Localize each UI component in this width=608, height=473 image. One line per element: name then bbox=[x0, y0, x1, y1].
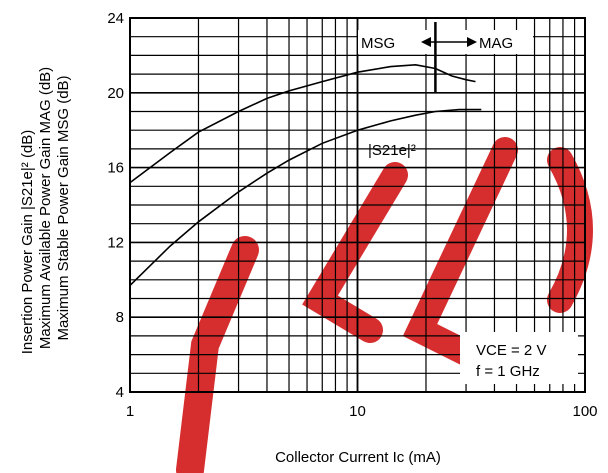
y-axis-label-line-1: Insertion Power Gain |S21e|² (dB) bbox=[19, 130, 36, 355]
arrow-left-head bbox=[421, 37, 431, 47]
y-tick-label: 24 bbox=[107, 10, 124, 27]
watermark-stroke bbox=[547, 147, 593, 313]
x-axis-label: Collector Current Ic (mA) bbox=[275, 449, 441, 466]
y-axis-label-line-2: Maximum Available Power Gain MAG (dB) bbox=[37, 67, 54, 349]
s21-label: |S21e|² bbox=[368, 142, 416, 159]
conditions-box bbox=[460, 332, 578, 384]
plot-frame bbox=[129, 17, 586, 393]
tick-labels: 4 8 12 16 20 24 1 10 100 bbox=[107, 10, 597, 420]
x-tick-label: 1 bbox=[126, 403, 134, 420]
y-tick-label: 8 bbox=[116, 309, 124, 326]
series-group bbox=[129, 63, 482, 286]
y-tick-label: 4 bbox=[116, 384, 124, 401]
conditions-line-2: f = 1 GHz bbox=[476, 363, 540, 380]
conditions-line-1: VCE = 2 V bbox=[476, 342, 546, 359]
watermark-stroke bbox=[302, 162, 408, 343]
msg-mag-arrows bbox=[358, 22, 533, 92]
y-tick-label: 12 bbox=[107, 234, 124, 251]
mag-label: MAG bbox=[479, 35, 513, 52]
x-tick-label: 10 bbox=[349, 403, 366, 420]
y-axis-label-line-3: Maximum Stable Power Gain MSG (dB) bbox=[55, 75, 72, 340]
msg-label: MSG bbox=[361, 35, 395, 52]
x-tick-label: 100 bbox=[572, 403, 597, 420]
series-line-1 bbox=[129, 63, 476, 184]
watermark-stroke bbox=[176, 236, 259, 473]
series-line-2 bbox=[129, 108, 482, 286]
y-tick-label: 16 bbox=[107, 160, 124, 177]
watermark-mark bbox=[176, 137, 593, 473]
y-tick-label: 20 bbox=[107, 85, 124, 102]
arrow-right-head bbox=[467, 37, 477, 47]
watermark-stroke bbox=[402, 137, 518, 373]
